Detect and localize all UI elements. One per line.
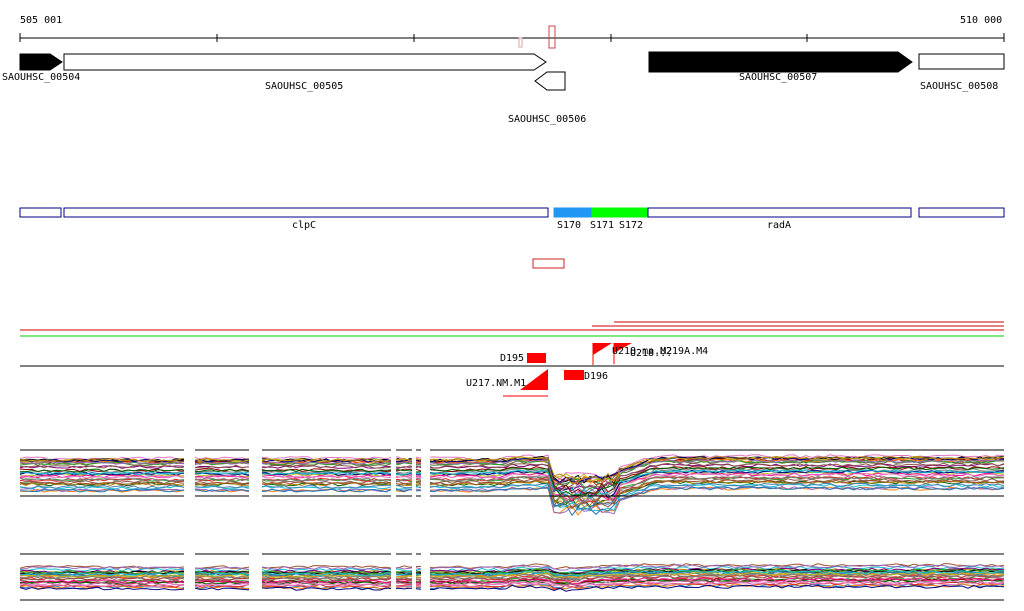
expression-profile-panel-2 xyxy=(19,553,1005,601)
segment-label-radA: radA xyxy=(767,220,791,231)
expression-profile-panel-1 xyxy=(19,449,1005,517)
segment-track: clpC S170 S171 S172 radA xyxy=(19,207,1005,231)
gene-label: SAOUHSC_00505 xyxy=(265,81,343,92)
gene-arrow-00508[interactable] xyxy=(918,53,1005,70)
gene-arrow-00507[interactable] xyxy=(648,51,913,73)
ruler-start-label: 505 001 xyxy=(20,15,62,26)
profile-trace xyxy=(19,486,1005,515)
segment-box-radA[interactable] xyxy=(647,207,912,218)
segment-box-clpC[interactable] xyxy=(63,207,549,218)
feature-label-U217: U217.NM.M1 xyxy=(466,378,526,389)
gap-region xyxy=(412,550,416,592)
gap-region xyxy=(391,438,396,500)
segment-box[interactable] xyxy=(918,207,1005,218)
gap-region xyxy=(421,550,430,592)
gap-region xyxy=(184,438,195,500)
segment-box[interactable] xyxy=(19,207,62,218)
feature-D196[interactable] xyxy=(564,370,584,380)
gene-label: SAOUHSC_00508 xyxy=(920,81,998,92)
gene-arrow-00504[interactable] xyxy=(19,53,63,71)
feature-U218[interactable] xyxy=(593,343,612,355)
gene-arrow-00505[interactable] xyxy=(63,53,547,71)
segment-box-S170[interactable] xyxy=(553,207,593,218)
feature-U217[interactable] xyxy=(520,369,548,390)
feature-label-U219: U219A.M4 xyxy=(660,346,708,357)
segment-label-S170: S170 xyxy=(557,220,581,231)
feature-track: D195 U217.NM.M1 D196 U218.ma.M2 U219A.M4… xyxy=(466,343,708,397)
segment-label-S171: S171 xyxy=(590,220,614,231)
gene-label: SAOUHSC_00504 xyxy=(2,72,80,83)
gene-label: SAOUHSC_00507 xyxy=(739,72,817,83)
coverage-lines xyxy=(20,321,1004,367)
ruler-marker-small xyxy=(518,37,523,48)
profile-trace xyxy=(19,486,1005,517)
segment-label-clpC: clpC xyxy=(292,220,316,231)
segment-box-S171-S172[interactable] xyxy=(591,207,649,218)
gap-region xyxy=(249,550,262,592)
gene-track: SAOUHSC_00504 SAOUHSC_00505 SAOUHSC_0050… xyxy=(2,51,1005,125)
feature-label-D195: D195 xyxy=(500,353,524,364)
segment-label-S172: S172 xyxy=(619,220,643,231)
gap-region xyxy=(249,438,262,500)
feature-U219[interactable] xyxy=(614,343,632,353)
gap-region xyxy=(184,550,195,592)
coordinate-ruler: 505 001 510 000 xyxy=(19,15,1005,49)
gene-label: SAOUHSC_00506 xyxy=(508,114,586,125)
gap-region xyxy=(421,438,430,500)
gap-region xyxy=(391,550,396,592)
ruler-end-label: 510 000 xyxy=(960,15,1002,26)
feature-label-D196: D196 xyxy=(584,371,608,382)
feature-label-U218b: U218... xyxy=(630,348,672,359)
feature-D195[interactable] xyxy=(527,353,546,363)
feature-marker-box[interactable] xyxy=(532,258,565,269)
gene-arrow-00506[interactable] xyxy=(534,71,566,91)
feature-label-U218: U218.ma.M2 xyxy=(612,346,672,357)
data-gaps xyxy=(184,438,430,592)
gap-region xyxy=(412,438,416,500)
ruler-marker[interactable] xyxy=(548,25,556,49)
